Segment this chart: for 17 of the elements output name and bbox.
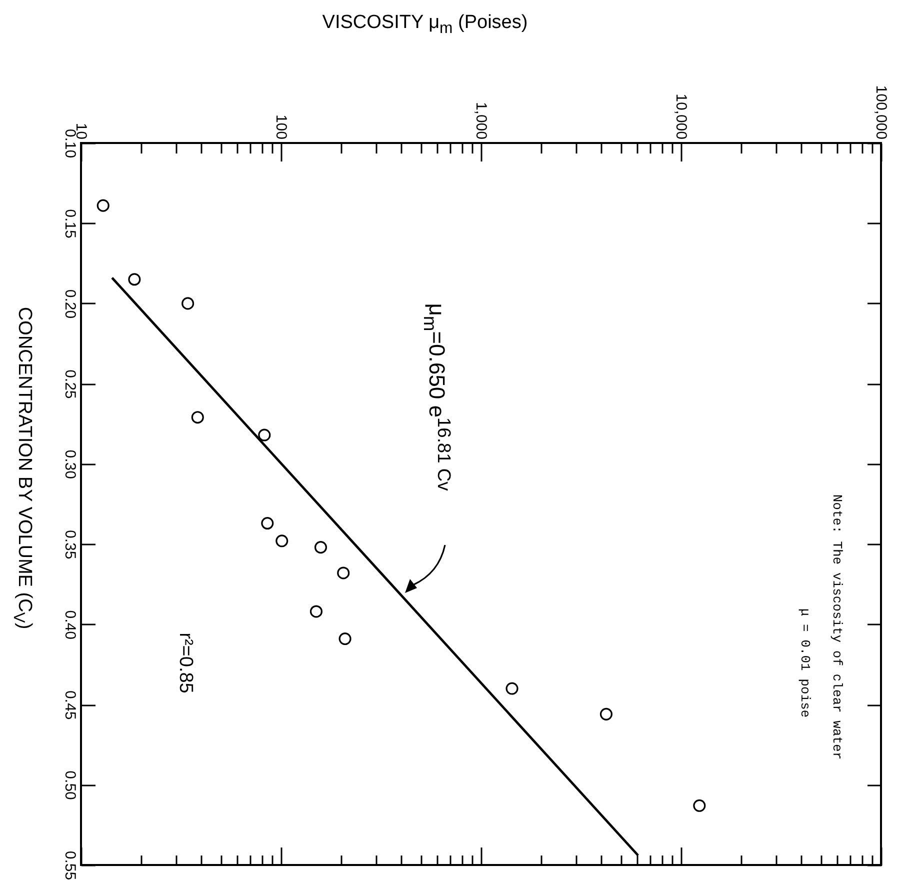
x-tick-label: 100,000: [872, 85, 890, 140]
y-tick-label: 0.40: [62, 610, 78, 640]
y-tick-label: 0.25: [62, 370, 78, 399]
x-tick-label: 1,000: [472, 102, 490, 140]
y-tick-label: 0.20: [62, 289, 78, 319]
y-tick-label: 0.50: [62, 770, 78, 800]
y-tick-label: 0.35: [62, 530, 78, 560]
x-tick-label: 100: [272, 114, 290, 140]
x-tick-label: 10,000: [672, 94, 690, 140]
annotation: r²=0.85: [174, 632, 196, 694]
y-tick-label: 0.55: [62, 850, 78, 880]
y-tick-label: 0.30: [62, 450, 78, 479]
x-axis-title: VISCOSITY μ$_{m}$ (Poises): [322, 12, 528, 38]
annotation: μ = 0.01 poise: [798, 608, 812, 718]
y-tick-label: 0.15: [62, 209, 78, 238]
annotation: Note: The viscosity of clear water: [830, 494, 844, 760]
y-tick-label: 0.45: [62, 690, 78, 720]
